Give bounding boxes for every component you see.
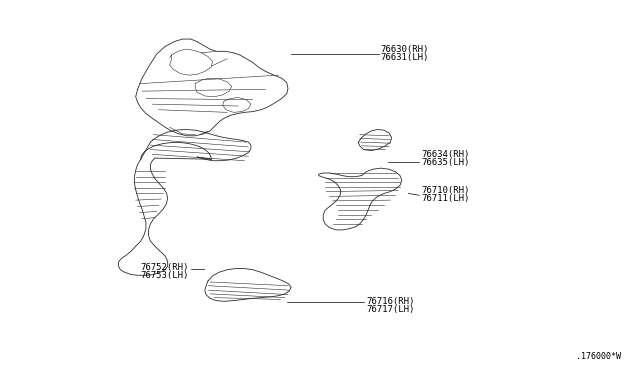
- Text: 76717(LH): 76717(LH): [366, 305, 415, 314]
- Text: 76634(RH): 76634(RH): [421, 150, 470, 159]
- Text: 76752(RH): 76752(RH): [141, 263, 189, 272]
- Text: 76630(RH): 76630(RH): [381, 45, 429, 54]
- Text: 76716(RH): 76716(RH): [366, 297, 415, 306]
- Text: 76631(LH): 76631(LH): [381, 53, 429, 62]
- Text: 76753(LH): 76753(LH): [141, 272, 189, 280]
- Text: 76635(LH): 76635(LH): [421, 158, 470, 167]
- Text: 76711(LH): 76711(LH): [421, 195, 470, 203]
- Text: .176000*W: .176000*W: [576, 352, 621, 361]
- Text: 76710(RH): 76710(RH): [421, 186, 470, 195]
